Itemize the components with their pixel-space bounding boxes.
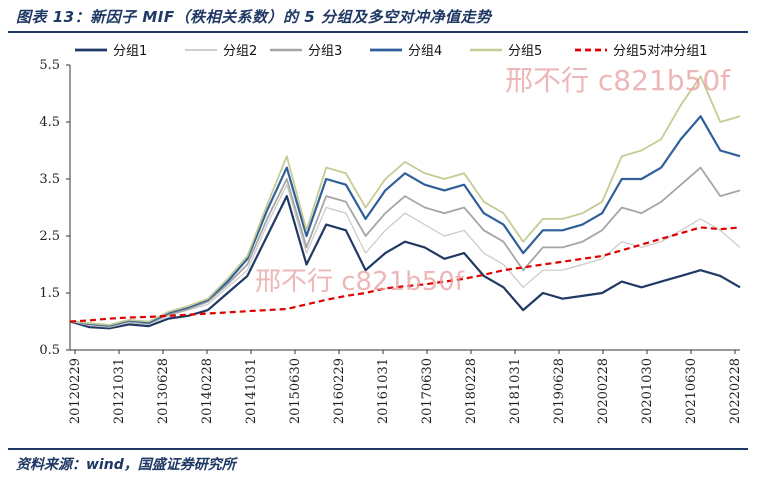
watermark-top: 邢不行 c821b50f — [505, 64, 731, 97]
x-tick-label: 20130628 — [156, 358, 171, 424]
x-tick-labels: 20120229 20121031 20130628 20140228 20141031… — [68, 358, 743, 424]
y-tick-label: 0.5 — [39, 343, 60, 358]
y-tick-labels: 0.5 1.5 2.5 3.5 4.5 5.5 — [39, 58, 60, 358]
y-tick-label: 2.5 — [39, 229, 60, 244]
x-tick-label: 20161031 — [376, 358, 391, 424]
x-tick-label: 20121031 — [112, 358, 127, 424]
series-line-分组3 — [69, 166, 741, 328]
y-tick-label: 1.5 — [39, 286, 60, 301]
x-tick-label: 20210630 — [684, 358, 699, 424]
x-tick-label: 20141031 — [244, 358, 259, 424]
y-tick-label: 3.5 — [39, 172, 60, 187]
series-line-分组5 — [69, 75, 741, 326]
series-line-分组5对冲分组1 — [69, 226, 741, 323]
legend-label-分组2: 分组2 — [223, 44, 257, 59]
x-tick-label: 20181031 — [508, 358, 523, 424]
legend-label-分组3: 分组3 — [308, 44, 342, 59]
y-tick-label: 4.5 — [39, 115, 60, 130]
series-line-分组1 — [69, 195, 741, 330]
axes — [66, 64, 740, 354]
x-tick-label: 20180228 — [464, 358, 479, 424]
x-tick-label: 20160229 — [332, 358, 347, 424]
series-line-分组4 — [69, 115, 741, 327]
legend: 分组1 分组2 分组3 分组4 分组5 分组5对冲分组1 — [75, 44, 708, 59]
y-tick-label: 5.5 — [39, 58, 60, 73]
source-rule — [8, 448, 748, 450]
x-tick-label: 20150630 — [288, 358, 303, 424]
title-rule — [8, 31, 748, 33]
series-line-分组2 — [69, 184, 741, 328]
watermarks: 邢不行 c821b50f 邢不行 c821b50f — [255, 64, 731, 297]
watermark-middle: 邢不行 c821b50f — [255, 267, 465, 297]
x-tick-label: 20201030 — [640, 358, 655, 424]
x-tick-label: 20190628 — [552, 358, 567, 424]
source-note: 资料来源：wind，国盛证券研究所 — [16, 457, 236, 473]
legend-label-分组5: 分组5 — [508, 44, 542, 59]
x-tick-label: 20140228 — [200, 358, 215, 424]
line-chart: 0.5 1.5 2.5 3.5 4.5 5.5 20120229 20121031 20130… — [39, 44, 743, 424]
x-tick-label: 20200228 — [596, 358, 611, 424]
legend-label-分组1: 分组1 — [113, 44, 147, 59]
x-tick-label: 20220228 — [728, 358, 743, 424]
legend-label-分组4: 分组4 — [408, 44, 442, 59]
x-tick-label: 20120229 — [68, 358, 83, 424]
chart-title: 图表 13：新因子 MIF（秩相关系数）的 5 分组及多空对冲净值走势 — [16, 8, 492, 26]
series-lines — [69, 75, 741, 330]
legend-label-分组5对冲分组1: 分组5对冲分组1 — [613, 44, 708, 59]
x-tick-label: 20170630 — [420, 358, 435, 424]
